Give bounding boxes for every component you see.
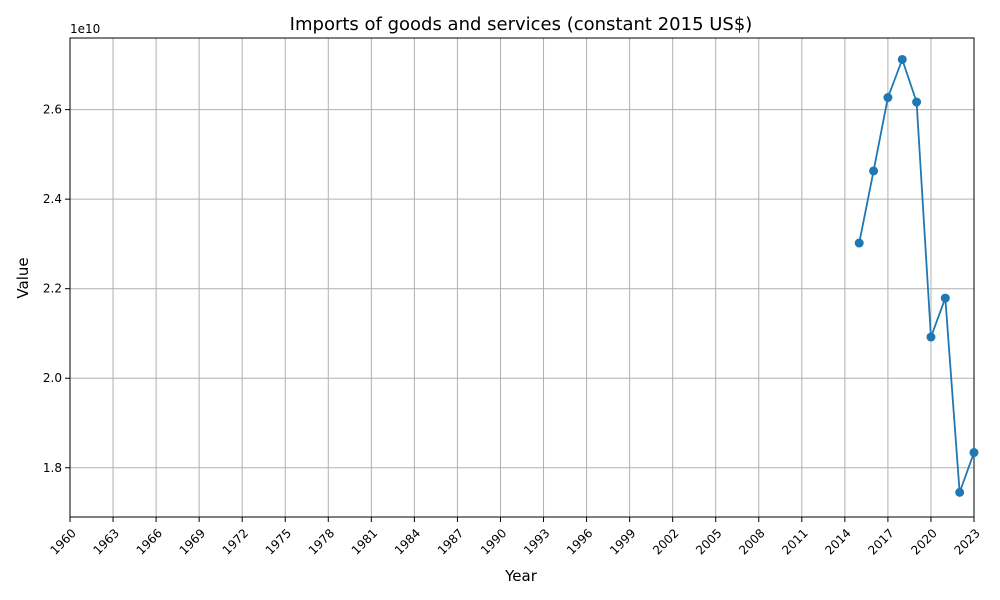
plot-frame	[69, 37, 975, 518]
x-tick-label: 1963	[90, 526, 121, 557]
x-tick-label: 2008	[736, 526, 767, 557]
y-axis-title: Value	[14, 257, 32, 298]
y-tick-label: 2.6	[43, 103, 62, 117]
data-point	[940, 293, 950, 303]
x-tick-label: 1969	[177, 526, 208, 557]
x-tick-label: 1984	[392, 526, 423, 557]
x-tick-label: 1990	[478, 526, 509, 557]
y-tick-label: 1.8	[43, 461, 62, 475]
y-offset-label: 1e10	[70, 22, 100, 36]
x-tick-label: 2017	[865, 526, 896, 557]
axes: 1960 1963 1966 1969 1972 1975 1978 1981 1984 1987…	[43, 37, 983, 558]
x-tick-label: 2002	[650, 526, 681, 557]
x-tick-label: 1987	[435, 526, 466, 557]
x-tick-label: 2023	[951, 526, 982, 557]
data-point	[897, 54, 907, 64]
data-point	[955, 487, 965, 497]
x-tick-label: 2011	[779, 526, 810, 557]
series-line	[858, 56, 975, 493]
data-point	[883, 93, 893, 103]
data-point	[869, 166, 879, 176]
x-tick-label: 1966	[134, 526, 165, 557]
data-point	[854, 238, 864, 248]
x-tick-label: 1993	[521, 526, 552, 557]
x-tick-label: 2014	[822, 526, 853, 557]
x-tick-label: 1978	[306, 526, 337, 557]
data-point	[926, 332, 936, 342]
x-tick-label: 2005	[693, 526, 724, 557]
chart-title: Imports of goods and services (constant …	[290, 14, 753, 35]
y-tick-label: 2.0	[43, 371, 62, 385]
x-tick-label: 1960	[47, 526, 78, 557]
series-layer	[854, 54, 979, 497]
x-tick-label: 1999	[607, 526, 638, 557]
x-tick-label: 2020	[908, 526, 939, 557]
x-tick-label: 1996	[564, 526, 595, 557]
x-tick-label: 1972	[220, 526, 251, 557]
x-tick-label: 1975	[263, 526, 294, 557]
x-axis-title: Year	[504, 567, 538, 585]
data-point	[969, 448, 979, 458]
x-tick-label: 1981	[349, 526, 380, 557]
y-tick-label: 2.2	[43, 282, 62, 296]
grid	[69, 38, 975, 517]
data-point	[912, 97, 922, 107]
labels: Imports of goods and services (constant …	[14, 14, 752, 585]
y-tick-label: 2.4	[43, 192, 62, 206]
